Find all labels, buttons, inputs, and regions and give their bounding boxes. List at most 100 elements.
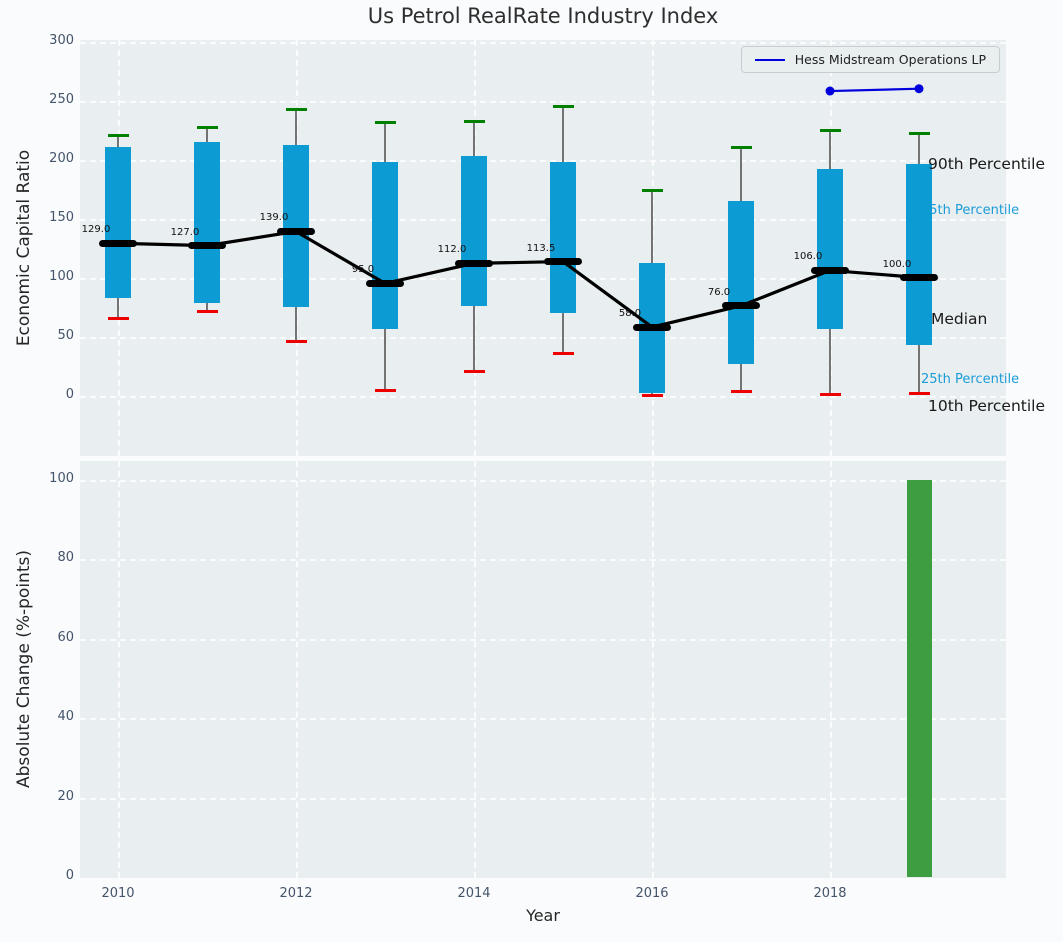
- legend-label: Hess Midstream Operations LP: [794, 52, 986, 67]
- annotation-median: Median: [931, 310, 988, 328]
- gridline: [80, 559, 1006, 561]
- hess-midstream-line: [825, 84, 924, 96]
- p90-cap-2012: [285, 108, 307, 112]
- median-marker-2010: [99, 239, 137, 247]
- iqr-box-2015: [550, 161, 576, 313]
- median-value-label-2013: 95.0: [351, 264, 375, 276]
- x-tick-2018: 2018: [813, 886, 847, 901]
- gridline: [652, 40, 654, 456]
- gridline: [474, 461, 476, 878]
- p10-cap-2011: [196, 310, 218, 314]
- iqr-box-2013: [372, 161, 398, 330]
- y-tick-top-50: 50: [57, 327, 74, 343]
- gridline: [80, 797, 1006, 800]
- median-marker-2012: [277, 227, 315, 235]
- annotation-10th-percentile: 10th Percentile: [928, 397, 1046, 415]
- gridline: [80, 718, 1006, 720]
- median-marker-2016: [633, 323, 671, 331]
- median-value-label-2012: 139.0: [259, 212, 289, 224]
- median-trend-line: [117, 229, 920, 329]
- gridline: [830, 461, 832, 878]
- y-tick-bottom-0: 0: [65, 868, 74, 883]
- median-value-label-2015: 113.5: [526, 242, 556, 254]
- top-axes-panel: 90th Percentile 75th Percentile Median 2…: [80, 40, 1045, 456]
- median-value-label-2014: 112.0: [437, 244, 467, 256]
- x-axis-label: Year: [526, 906, 560, 925]
- median-marker-2017: [722, 302, 760, 310]
- legend: Hess Midstream Operations LP: [740, 46, 1000, 73]
- iqr-box-2012: [283, 145, 309, 307]
- gridline: [80, 638, 1006, 641]
- p10-cap-2016: [641, 394, 663, 397]
- gridline: [80, 479, 1006, 482]
- x-tick-2014: 2014: [457, 886, 491, 901]
- median-marker-2011: [188, 242, 226, 250]
- iqr-box-2017: [728, 200, 754, 364]
- gridline: [80, 159, 1006, 162]
- y-tick-top-250: 250: [49, 91, 74, 107]
- p10-cap-2017: [730, 390, 752, 394]
- y-axis-label-bottom: Absolute Change (%-points): [14, 550, 34, 788]
- median-marker-2013: [366, 279, 404, 287]
- gridline: [80, 336, 1006, 339]
- median-marker-2015: [544, 258, 582, 266]
- gridline: [652, 461, 654, 878]
- hess-data-point-2019: [914, 84, 924, 94]
- y-tick-top-0: 0: [65, 386, 74, 402]
- p10-cap-2014: [463, 370, 485, 374]
- p90-cap-2017: [730, 146, 752, 150]
- y-tick-bottom-20: 20: [57, 788, 74, 804]
- gridline: [296, 461, 298, 878]
- iqr-box-2011: [194, 141, 220, 304]
- iqr-box-2018: [817, 168, 843, 330]
- p10-cap-2018: [819, 392, 841, 396]
- p90-cap-2014: [463, 120, 485, 124]
- median-value-label-2017: 76.0: [707, 286, 731, 298]
- p90-cap-2011: [196, 126, 218, 130]
- median-value-label-2019: 100.0: [882, 258, 912, 270]
- median-value-label-2016: 58.0: [618, 308, 642, 320]
- median-value-label-2010: 129.0: [81, 224, 111, 236]
- y-tick-top-150: 150: [49, 209, 74, 225]
- gridline: [80, 41, 1006, 44]
- iqr-box-2010: [105, 146, 131, 298]
- p10-cap-2013: [374, 389, 396, 393]
- gridline: [80, 100, 1006, 103]
- y-tick-bottom-100: 100: [49, 470, 74, 486]
- p10-cap-2019: [908, 391, 930, 395]
- median-value-label-2011: 127.0: [170, 226, 200, 238]
- iqr-box-2019: [906, 164, 932, 345]
- gridline: [80, 395, 1006, 398]
- gridline: [118, 461, 120, 878]
- y-tick-top-300: 300: [49, 32, 74, 48]
- y-tick-bottom-60: 60: [57, 629, 74, 645]
- p90-cap-2018: [819, 128, 841, 132]
- annotation-75th-percentile: 75th Percentile: [921, 203, 1020, 218]
- legend-line-sample-icon: [754, 58, 785, 61]
- median-value-label-2018: 106.0: [793, 251, 823, 263]
- p90-cap-2019: [908, 132, 930, 136]
- x-tick-2012: 2012: [279, 886, 313, 901]
- x-tick-2010: 2010: [101, 886, 135, 901]
- bottom-axes-panel: [80, 461, 1006, 878]
- x-tick-2016: 2016: [635, 886, 669, 901]
- median-marker-2014: [455, 259, 493, 267]
- p10-cap-2012: [285, 339, 307, 343]
- iqr-box-2014: [461, 155, 487, 306]
- y-tick-top-200: 200: [49, 150, 74, 166]
- y-axis-label-top: Economic Capital Ratio: [14, 149, 34, 347]
- gridline: [80, 277, 1006, 280]
- change-bar-2019: [906, 479, 932, 877]
- median-marker-2018: [811, 266, 849, 274]
- median-marker-2019: [900, 274, 938, 281]
- p90-cap-2013: [374, 121, 396, 125]
- p90-cap-2016: [641, 188, 663, 192]
- annotation-25th-percentile: 25th Percentile: [921, 372, 1020, 387]
- p90-cap-2015: [552, 104, 574, 108]
- hess-data-point-2018: [825, 86, 835, 96]
- gridline: [80, 218, 1006, 221]
- p10-cap-2015: [552, 351, 574, 355]
- p10-cap-2010: [107, 317, 129, 321]
- annotation-90th-percentile: 90th Percentile: [928, 155, 1046, 173]
